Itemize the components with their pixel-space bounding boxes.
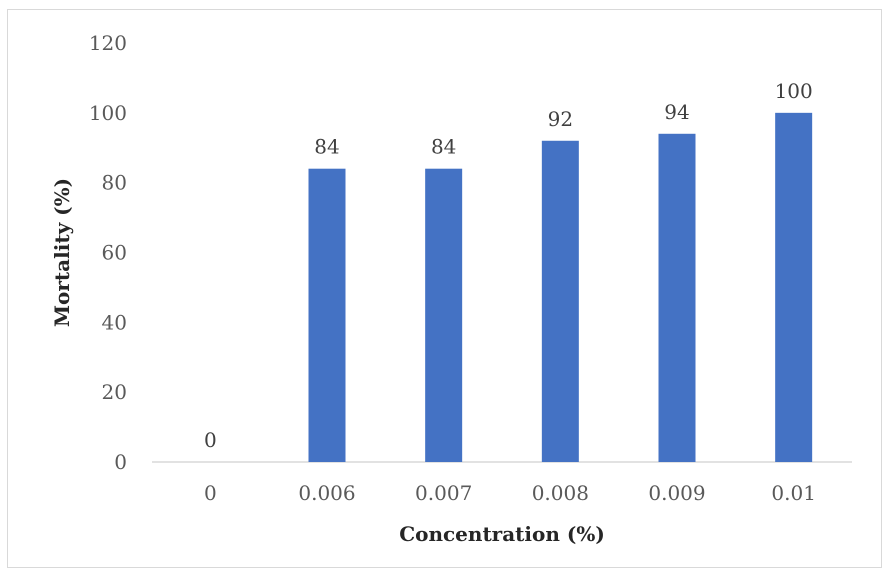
data-label: 92 [548,107,573,131]
x-tick-label: 0.007 [415,481,472,505]
x-tick-label: 0 [204,481,217,505]
x-tick-label: 0.01 [771,481,816,505]
data-label: 100 [775,79,813,103]
data-label: 0 [204,428,217,452]
x-axis-title: Concentration (%) [399,522,605,546]
bar [425,168,463,462]
x-tick-label: 0.008 [532,481,589,505]
data-label: 84 [431,135,456,159]
data-labels: 0 84 84 92 94 100 [204,79,813,452]
x-tick-label: 0.009 [648,481,705,505]
data-label: 84 [314,135,339,159]
bar [308,168,346,462]
bar [775,112,813,462]
y-tick-label: 120 [89,31,127,55]
y-axis-ticks: 0 20 40 60 80 100 120 [89,31,127,474]
x-tick-label: 0.006 [298,481,355,505]
y-tick-label: 40 [102,310,127,334]
y-tick-label: 60 [102,241,127,265]
bar [541,140,579,462]
x-axis-ticks: 0 0.006 0.007 0.008 0.009 0.01 [204,481,816,505]
y-tick-label: 80 [102,171,127,195]
y-tick-label: 100 [89,101,127,125]
y-axis-title: Mortality (%) [50,178,74,327]
data-label: 94 [664,100,689,124]
bars [308,112,813,463]
y-tick-label: 0 [114,450,127,474]
bar [658,133,696,463]
y-tick-label: 20 [102,380,127,404]
